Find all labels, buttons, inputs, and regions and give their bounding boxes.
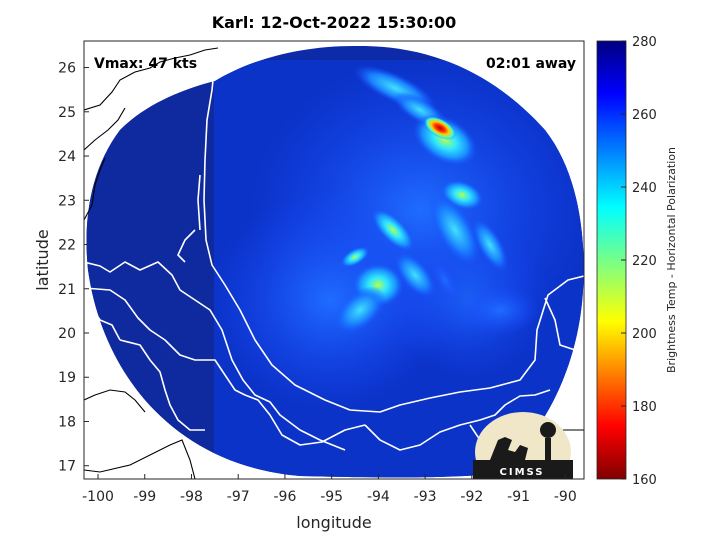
y-axis-ticks: 17 18 19 20 21 22 23 24 25 26: [58, 61, 89, 475]
x-tick-label: -95: [320, 489, 343, 505]
y-tick-label: 24: [58, 149, 76, 165]
x-tick-label: -93: [414, 489, 437, 505]
logo-text: CIMSS: [500, 467, 545, 478]
colorbar-label: Brightness Temp - Horizontal Polarizatio…: [665, 147, 678, 373]
colorbar-tick-label: 180: [632, 400, 657, 415]
y-tick-label: 26: [58, 61, 76, 77]
y-tick-label: 17: [58, 459, 76, 475]
y-tick-label: 21: [58, 282, 76, 298]
x-tick-label: -98: [180, 489, 203, 505]
cimss-logo: CIMSS: [473, 412, 573, 479]
time-away-annotation: 02:01 away: [486, 56, 576, 72]
colorbar-tick-label: 160: [632, 473, 657, 488]
colorbar-tick-label: 220: [632, 254, 657, 269]
y-axis-label: latitude: [33, 229, 52, 290]
x-tick-label: -97: [227, 489, 250, 505]
x-axis-ticks: -100 -99 -98 -97 -96 -95 -94 -93 -92 -91 -90: [82, 474, 577, 505]
x-tick-label: -94: [367, 489, 390, 505]
y-tick-label: 18: [58, 414, 76, 430]
map-panel: CIMSS: [84, 41, 584, 479]
plot-frame: [83, 40, 585, 480]
state-borders: [84, 47, 584, 479]
x-axis-label: longitude: [296, 513, 371, 532]
x-tick-label: -90: [554, 489, 577, 505]
x-tick-label: -92: [460, 489, 483, 505]
y-tick-label: 20: [58, 326, 76, 342]
vmax-annotation: Vmax: 47 kts: [94, 56, 197, 72]
brightness-swath: [86, 45, 584, 478]
colorbar-ticks: 280 260 240 220 200 180 160: [621, 35, 657, 488]
colorbar-tick-label: 200: [632, 327, 657, 342]
plot-title: Karl: 12-Oct-2022 15:30:00: [212, 13, 457, 32]
y-tick-label: 25: [58, 105, 76, 121]
y-tick-label: 19: [58, 370, 76, 386]
colorbar-tick-label: 240: [632, 181, 657, 196]
x-tick-label: -96: [273, 489, 296, 505]
colorbar-tick-label: 280: [632, 35, 657, 50]
x-tick-label: -99: [133, 489, 156, 505]
y-tick-label: 23: [58, 193, 76, 209]
x-tick-label: -91: [507, 489, 530, 505]
colorbar-tick-label: 260: [632, 108, 657, 123]
y-tick-label: 22: [58, 238, 76, 254]
x-tick-label: -100: [82, 489, 114, 505]
